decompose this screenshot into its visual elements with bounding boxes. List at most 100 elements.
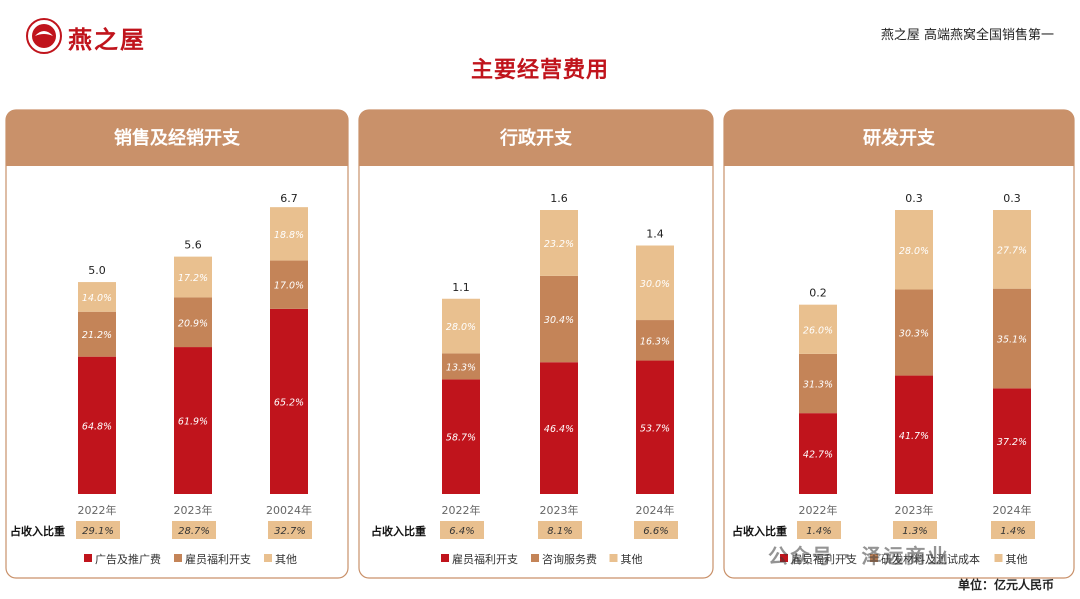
bar-segment <box>78 356 116 494</box>
bar-segment <box>993 388 1031 494</box>
ratio-value: 1.4% <box>1000 526 1025 537</box>
x-tick-label: 2022年 <box>799 503 838 517</box>
data-label: 41.7% <box>899 431 929 442</box>
legend-entry: 研发材料及测试成本 <box>881 552 980 566</box>
chart-title: 行政开支 <box>499 127 573 149</box>
legend-entry: 雇员福利开支 <box>185 552 251 566</box>
data-label: 21.2% <box>82 330 112 341</box>
data-label: 37.2% <box>997 437 1027 448</box>
bar-segment <box>442 353 480 380</box>
ratio-value: 29.1% <box>82 526 114 537</box>
panel-header <box>359 110 713 166</box>
bar-segment <box>270 207 308 261</box>
legend-swatch <box>174 554 182 562</box>
total-label: 5.0 <box>88 264 106 277</box>
legend-swatch <box>531 554 539 562</box>
data-label: 46.4% <box>544 424 574 435</box>
legend-entry: 其他 <box>1006 553 1028 566</box>
total-label: 1.1 <box>452 281 470 294</box>
ratio-value: 28.7% <box>178 526 210 537</box>
ratio-box <box>634 521 678 539</box>
chart-panel-1: 销售及经销开支 64.8% 21.2% 14.0% 5.0 2022年 29.1% 61.9%… <box>5 109 349 579</box>
total-label: 5.6 <box>184 239 202 252</box>
total-label: 0.2 <box>809 287 827 300</box>
legend-swatch <box>264 554 272 562</box>
data-label: 42.7% <box>803 450 833 461</box>
ratio-value: 6.4% <box>449 526 474 537</box>
data-label: 30.4% <box>544 315 574 326</box>
bar-segment <box>993 210 1031 289</box>
data-label: 61.9% <box>178 417 208 428</box>
ratio-label: 占收入比重 <box>371 524 426 538</box>
bar-segment <box>636 245 674 321</box>
x-tick-label: 2022年 <box>442 503 481 517</box>
data-label: 35.1% <box>997 335 1027 346</box>
data-label: 17.2% <box>178 273 208 284</box>
x-tick-label: 20024年 <box>266 503 312 517</box>
bar-segment <box>895 375 933 494</box>
ratio-box <box>172 521 216 539</box>
legend-entry: 广告及推广费 <box>95 552 161 566</box>
x-tick-label: 2023年 <box>174 503 213 517</box>
legend-swatch <box>780 554 788 562</box>
bar-segment <box>540 210 578 276</box>
data-label: 26.0% <box>803 325 833 336</box>
ratio-value: 1.4% <box>806 526 831 537</box>
ratio-label: 占收入比重 <box>10 524 65 538</box>
data-label: 64.8% <box>82 421 112 432</box>
logo-text: 燕之屋 <box>68 25 146 54</box>
bar-segment <box>540 275 578 363</box>
data-label: 16.3% <box>640 336 670 347</box>
chart-title: 销售及经销开支 <box>114 127 241 149</box>
data-label: 13.3% <box>446 362 476 373</box>
bar-segment <box>540 362 578 494</box>
data-label: 14.0% <box>82 293 112 304</box>
ratio-box <box>268 521 312 539</box>
data-label: 28.0% <box>446 322 476 333</box>
legend-entry: 其他 <box>621 553 643 566</box>
ratio-box <box>538 521 582 539</box>
data-label: 31.3% <box>803 380 833 391</box>
bar-segment <box>895 289 933 376</box>
legend-swatch <box>441 554 449 562</box>
data-label: 28.0% <box>899 246 929 257</box>
total-label: 0.3 <box>905 192 923 205</box>
ratio-box <box>440 521 484 539</box>
data-label: 58.7% <box>446 433 476 444</box>
data-label: 27.7% <box>997 245 1027 256</box>
ratio-value: 1.3% <box>902 526 927 537</box>
unit-label: 单位：亿元人民币 <box>957 578 1054 592</box>
legend-entry: 雇员福利开支 <box>452 552 518 566</box>
chart-title: 研发开支 <box>863 127 936 149</box>
legend-swatch <box>609 554 618 562</box>
bar-segment <box>993 288 1031 389</box>
bar-segment <box>799 353 837 414</box>
x-tick-label: 2024年 <box>993 503 1032 517</box>
bar-segment <box>442 298 480 354</box>
ratio-value: 6.6% <box>643 526 668 537</box>
ratio-box <box>991 521 1035 539</box>
legend-entry: 咨询服务费 <box>542 552 597 566</box>
ratio-box <box>797 521 841 539</box>
bar-segment <box>78 311 116 357</box>
data-label: 30.3% <box>899 329 929 340</box>
total-label: 0.3 <box>1003 192 1021 205</box>
tagline: 燕之屋 高端燕窝全国销售第一 <box>880 28 1054 43</box>
bar-segment <box>442 379 480 494</box>
bar-segment <box>270 260 308 309</box>
legend-entry: 雇员福利开支 <box>791 552 857 566</box>
data-label: 23.2% <box>544 239 574 250</box>
bar-segment <box>799 304 837 354</box>
ratio-value: 8.1% <box>547 526 572 537</box>
bar-segment <box>636 320 674 361</box>
panel-header <box>724 110 1074 166</box>
legend-entry: 其他 <box>275 553 297 566</box>
ratio-box <box>893 521 937 539</box>
x-tick-label: 2023年 <box>895 503 934 517</box>
bar-segment <box>799 413 837 494</box>
swallow-icon <box>35 31 53 36</box>
logo <box>26 18 62 54</box>
data-label: 65.2% <box>274 397 304 408</box>
bar-segment <box>78 282 116 312</box>
